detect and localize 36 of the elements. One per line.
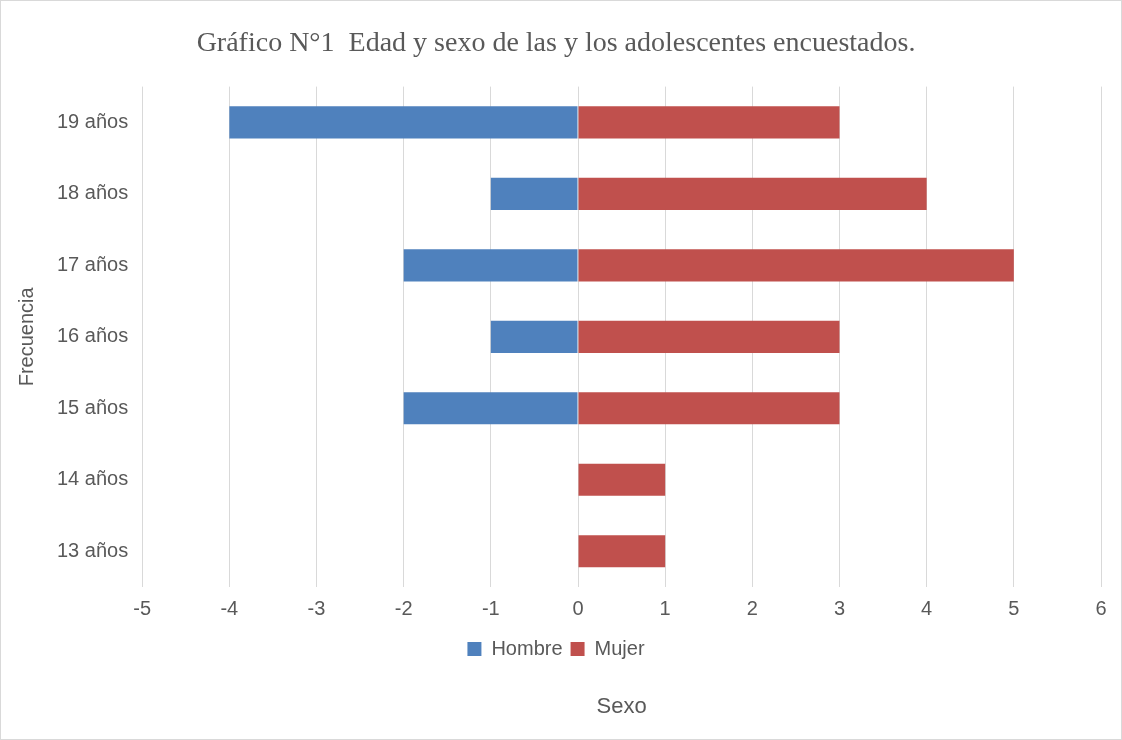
y-tick-label: 16 años	[57, 324, 129, 347]
bar	[403, 249, 578, 282]
x-tick-label: 2	[746, 596, 758, 619]
bar	[578, 177, 927, 210]
y-axis-title: Frecuencia	[14, 286, 37, 387]
chart-title: Gráfico N°1 Edad y sexo de las y los adolescentes encuestados.	[196, 26, 916, 58]
bar	[578, 392, 840, 425]
y-tick-label: 18 años	[57, 181, 129, 204]
bar	[578, 106, 840, 139]
legend-label: Hombre	[491, 636, 563, 659]
x-tick-label: -2	[394, 596, 413, 619]
bar	[403, 392, 578, 425]
y-tick-label: 13 años	[57, 538, 129, 561]
bar	[578, 463, 666, 496]
legend-label: Mujer	[594, 636, 645, 659]
bar	[578, 535, 666, 568]
y-tick-label: 17 años	[57, 252, 129, 275]
x-tick-label: 4	[921, 596, 933, 619]
bar	[229, 106, 578, 139]
y-tick-label: 14 años	[57, 467, 129, 490]
bar	[578, 320, 840, 353]
y-tick-label: 19 años	[57, 109, 129, 132]
x-tick-label: -5	[133, 596, 152, 619]
x-tick-label: 6	[1095, 596, 1107, 619]
bar	[490, 320, 578, 353]
bar	[490, 177, 578, 210]
bar	[578, 249, 1014, 282]
x-tick-label: 3	[833, 596, 846, 619]
x-tick-label: 1	[659, 596, 671, 619]
x-tick-label: -3	[307, 596, 326, 619]
x-tick-label: -1	[481, 596, 500, 619]
x-tick-label: 5	[1008, 596, 1020, 619]
x-tick-label: -4	[220, 596, 239, 619]
x-tick-label: 0	[572, 596, 584, 619]
y-tick-label: 15 años	[57, 395, 129, 418]
x-axis-title: Sexo	[596, 693, 647, 719]
